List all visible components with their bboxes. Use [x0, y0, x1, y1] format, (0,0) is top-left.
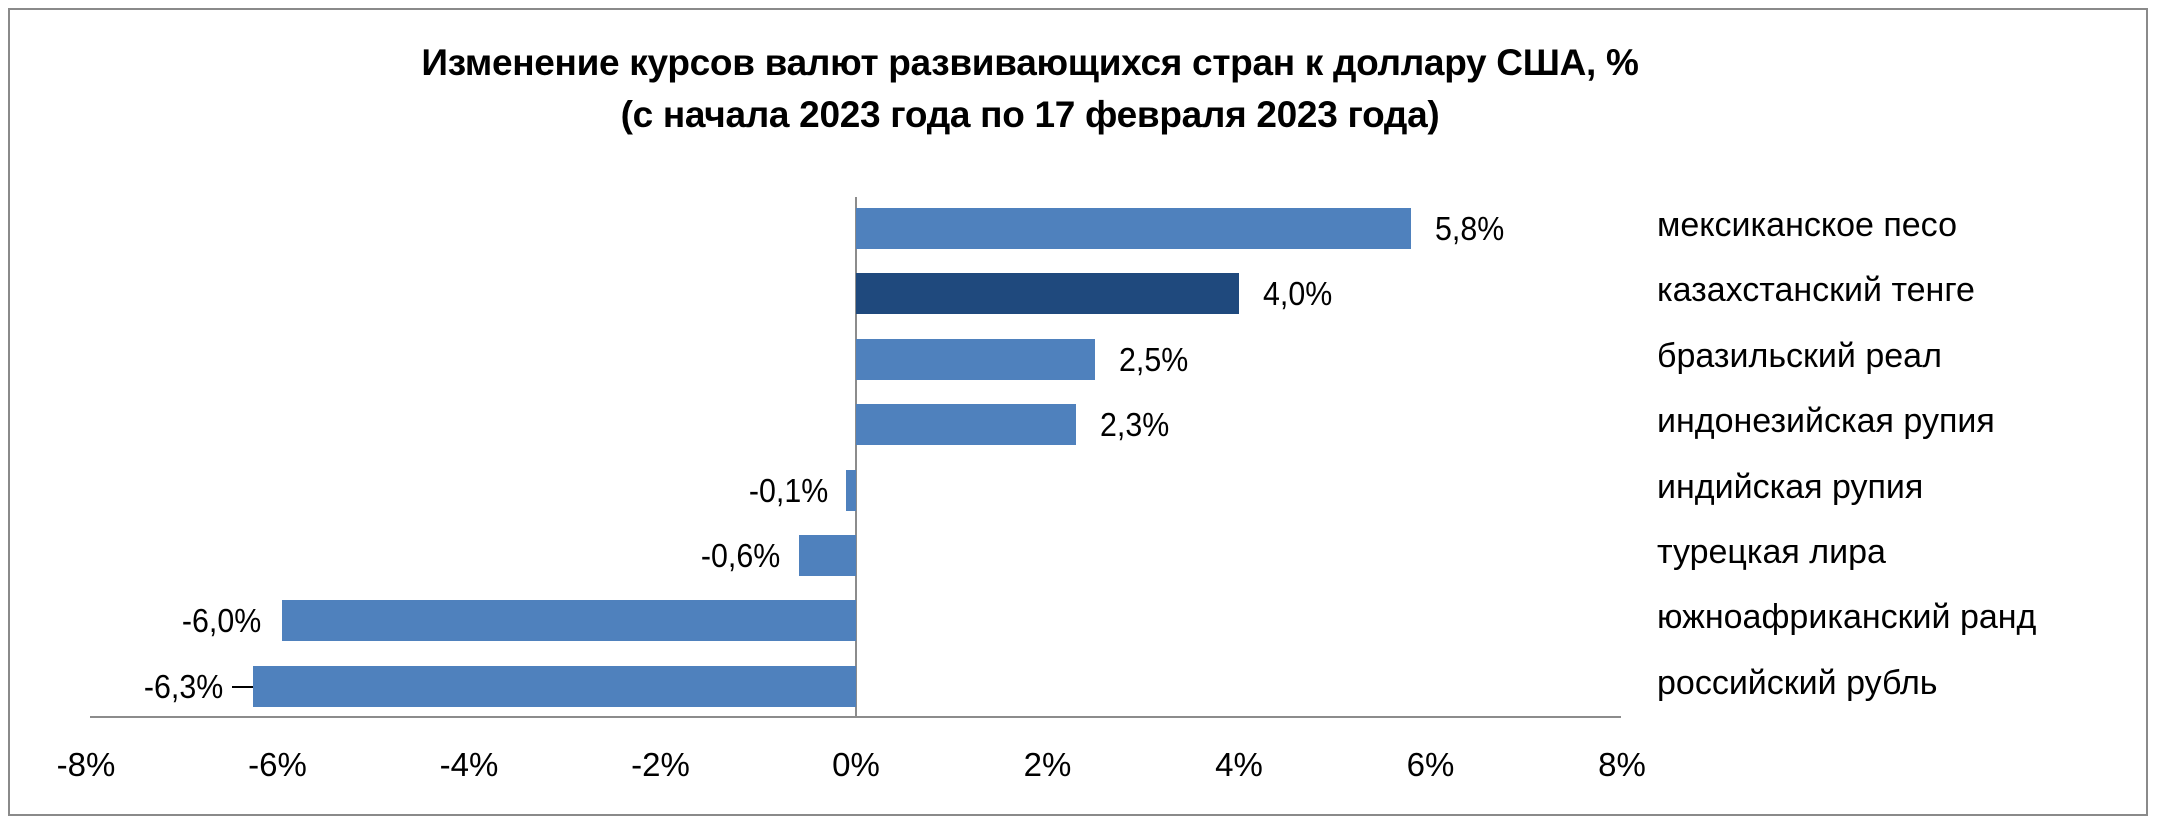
x-tick-label: -8%	[56, 746, 116, 783]
category-label: бразильский реал	[1657, 337, 1942, 375]
x-tick-label: 0%	[832, 746, 880, 783]
bar	[798, 535, 856, 576]
x-tick-label: 6%	[1406, 746, 1455, 783]
category-label: турецкая лира	[1657, 533, 1886, 571]
category-label: южноафриканский ранд	[1657, 598, 2037, 636]
x-tick-label: 4%	[1215, 746, 1263, 783]
category-label: мексиканское песо	[1657, 206, 1957, 244]
x-tick-label: -6%	[248, 746, 307, 783]
x-tick-label: 2%	[1023, 746, 1072, 783]
x-tick-label: -4%	[439, 746, 499, 783]
bar-value-label: 4,0%	[1263, 275, 1333, 312]
bar	[846, 470, 856, 511]
bar	[281, 600, 856, 641]
bar-value-label: 5,8%	[1435, 210, 1505, 247]
bar-value-label: -0,1%	[749, 472, 829, 509]
bar	[856, 208, 1412, 249]
chart-title: Изменение курсов валют развивающихся стр…	[421, 42, 1639, 83]
label-leader-line	[231, 686, 253, 688]
bar	[856, 339, 1096, 380]
bar-value-label: 2,5%	[1119, 341, 1189, 378]
bar-value-label: -6,3%	[143, 668, 223, 705]
chart-subtitle: (с начала 2023 года по 17 февраля 2023 г…	[620, 94, 1440, 135]
x-tick-label: -2%	[631, 746, 690, 783]
category-label: индонезийская рупия	[1657, 402, 1995, 440]
bar-value-label: 2,3%	[1100, 406, 1170, 443]
category-label: российский рубль	[1657, 664, 1938, 702]
bar	[856, 404, 1077, 445]
x-axis-line	[90, 716, 1621, 718]
x-tick-label: 8%	[1598, 746, 1646, 783]
category-label: казахстанский тенге	[1657, 271, 1975, 309]
bar	[856, 273, 1239, 314]
bar-value-label: -0,6%	[701, 537, 781, 574]
bar-value-label: -6,0%	[182, 602, 262, 639]
bar	[252, 666, 856, 707]
zero-axis-line	[855, 197, 857, 718]
category-label: индийская рупия	[1657, 468, 1924, 506]
